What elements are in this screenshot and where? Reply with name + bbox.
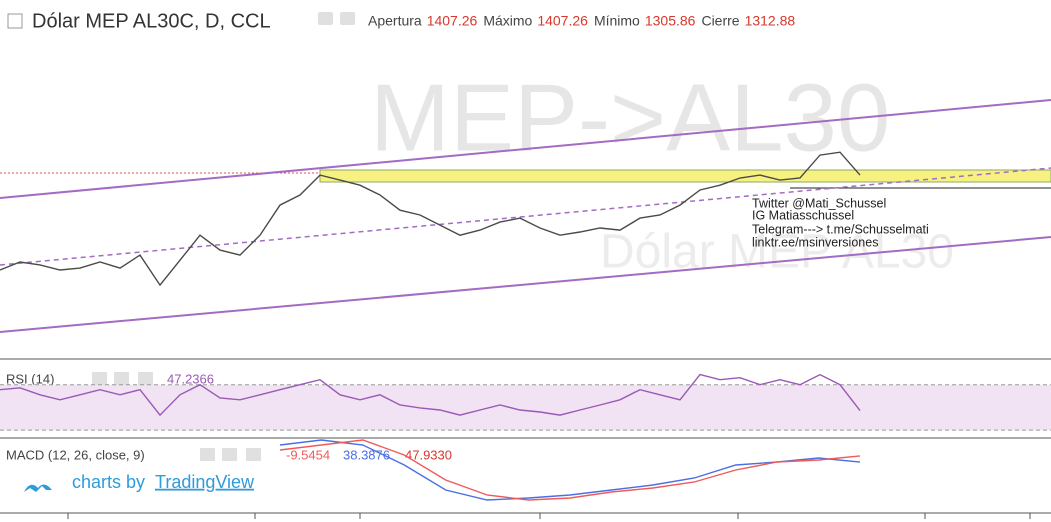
annotation: Twitter @Mati_Schussel IG Matiasschussel… [752,196,929,249]
branding-prefix: charts by [72,472,145,492]
icon[interactable] [200,448,215,461]
annotation-line: IG Matiasschussel [752,208,854,222]
chart-title: Dólar MEP AL30C, D, CCL [32,10,271,32]
collapse-button[interactable] [7,13,23,29]
macd-label: MACD (12, 26, close, 9) [6,447,145,462]
watermark: Dólar MEP AL30 [600,226,954,279]
ohlc-value: 1312.88 [745,13,796,29]
icon[interactable] [114,372,129,385]
tradingview-logo[interactable] [24,484,52,492]
annotation-line: linktr.ee/msinversiones [752,235,878,249]
visibility-icon[interactable] [318,12,333,25]
ohlc-value: 1305.86 [645,13,696,29]
ohlc-name: Apertura [368,13,422,29]
series-line [0,373,861,417]
rsi-value: 47.2366 [167,371,214,386]
icon[interactable] [246,448,261,461]
ohlc-name: Mínimo [594,13,640,29]
series-line [0,151,861,287]
branding-link[interactable]: TradingView [155,472,255,492]
x-axis-ticks [67,513,1031,519]
channel-line [0,99,1051,199]
ohlc-name: Máximo [483,13,532,29]
annotation-line: Twitter @Mati_Schussel [752,196,886,210]
icon[interactable] [222,448,237,461]
signal-value: 47.9330 [405,447,452,462]
icon[interactable] [138,372,153,385]
ohlc-readout: Apertura 1407.26 Máximo 1407.26 Mínimo 1305.8… [368,13,795,29]
settings-icon[interactable] [340,12,355,25]
annotation-line: Telegram---> t.me/Schusselmati [752,222,929,236]
ohlc-value: 1407.26 [427,13,478,29]
channel-mid [0,167,1051,266]
watermark: MEP->AL30 [370,64,890,171]
macd-value: 38.3876 [343,447,390,462]
rsi-band [0,384,1051,431]
ohlc-name: Cierre [701,13,739,29]
channel-line [0,236,1051,333]
macd-histogram-value: -9.5454 [286,447,330,462]
series-line [279,439,861,501]
rsi-label: RSI (14) [6,371,54,386]
ohlc-value: 1407.26 [537,13,588,29]
icon[interactable] [92,372,107,385]
series-line [279,439,861,501]
zone [319,169,1051,183]
